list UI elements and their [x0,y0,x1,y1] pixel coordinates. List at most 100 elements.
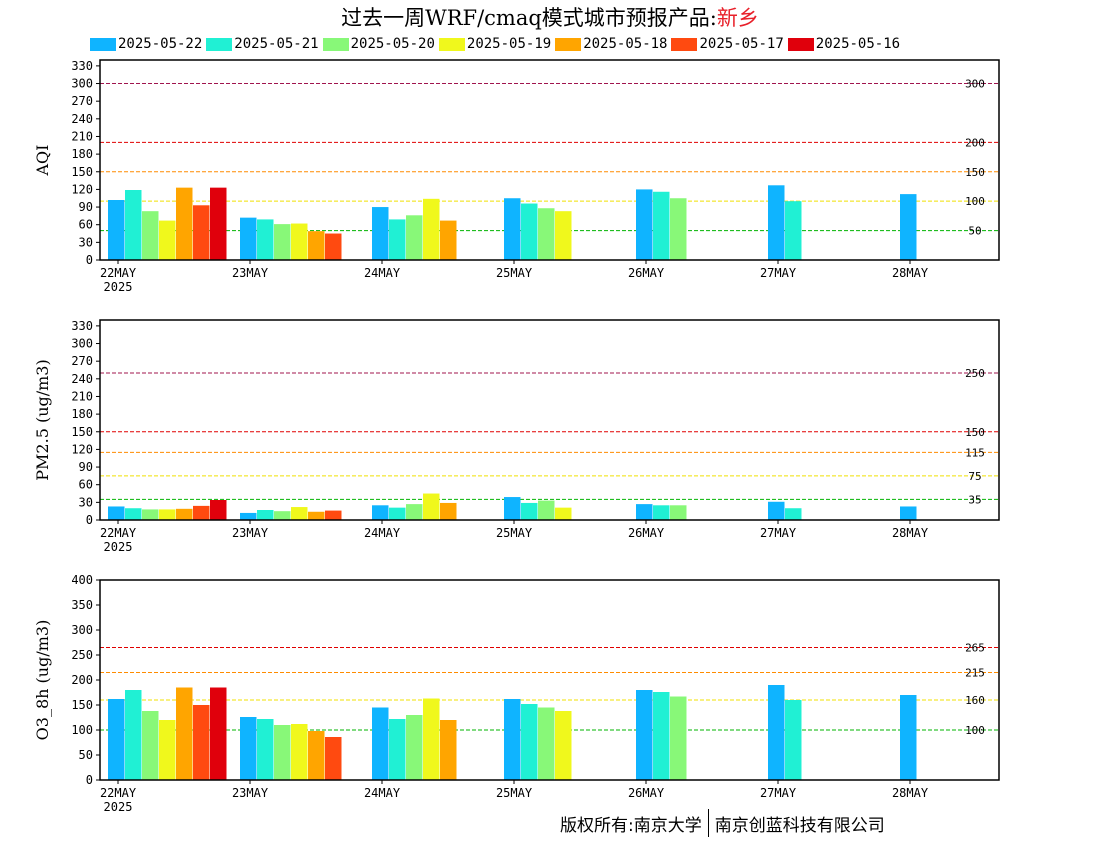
bar [555,711,572,780]
bar [210,500,227,520]
y-tick-label: 50 [79,748,93,762]
footer: 版权所有:南京大学 南京创蓝科技有限公司 [560,808,885,838]
chart-panel-1: 300 200 150 100 50 0 30 60 90 120 150 180 210 240 270 3… [33,59,1000,294]
footer-separator [707,809,709,837]
y-tick-label: 240 [71,372,93,386]
y-tick-label: 150 [71,698,93,712]
bar [538,208,555,260]
y-tick-label: 150 [71,425,93,439]
bar [406,715,423,780]
legend-item: 2025-05-19 [438,36,552,52]
bar [108,699,125,780]
bar [372,505,389,520]
x-tick-label: 28MAY [892,526,929,540]
legend-swatch [90,37,116,51]
x-tick-label: 25MAY [496,266,533,280]
title-city: 新乡 [716,6,759,30]
bar [670,198,687,260]
y-tick-label: 100 [71,723,93,737]
y-tick-label: 330 [71,319,93,333]
bar [768,501,785,520]
bar [274,725,291,780]
threshold-label: 100 [965,195,985,208]
bar [159,220,176,260]
bar [670,696,687,780]
y-tick-label: 120 [71,182,93,196]
legend-label: 2025-05-21 [234,36,319,52]
threshold-label: 265 [965,642,985,655]
chart-panel-3: 265 215 160 100 0 50 100 150 200 250 300 350 400 22MA… [33,573,1000,814]
bar [372,207,389,260]
x-tick-label: 26MAY [628,786,665,800]
legend-swatch [438,37,465,51]
y-tick-label: 250 [71,648,93,662]
bar [521,203,538,260]
threshold-label: 115 [965,446,985,459]
x-tick-label: 27MAY [760,786,797,800]
legend-item: 2025-05-18 [555,36,667,52]
y-axis-label: PM2.5 (ug/m3) [33,359,52,480]
bar [768,685,785,780]
y-axis-label: AQI [33,145,52,177]
y-tick-label: 30 [79,495,93,509]
bar [521,502,538,520]
y-tick-label: 0 [86,253,93,267]
bar [274,224,291,260]
bar [142,509,159,520]
legend-item: 2025-05-16 [787,36,900,52]
bar [504,198,521,260]
chart-title: 过去一周WRF/cmaq模式城市预报产品:新乡 [0,2,1100,32]
x-tick-label: 25MAY [496,786,533,800]
bar [325,737,342,780]
bar [538,500,555,520]
bar [125,690,142,780]
x-tick-label: 26MAY [628,266,665,280]
x-tick-label: 22MAY [100,266,137,280]
legend-swatch [322,37,349,51]
legend-item: 2025-05-22 [90,36,202,52]
y-tick-label: 180 [71,407,93,421]
title-main: 过去一周WRF/cmaq模式城市预报产品: [341,6,717,30]
bar [423,493,440,520]
bar [308,731,325,780]
bar [274,511,291,520]
bar [108,506,125,520]
y-tick-label: 90 [79,460,93,474]
bar [257,219,274,260]
bar [636,504,653,520]
y-tick-label: 180 [71,147,93,161]
threshold-label: 215 [965,667,985,680]
x-tick-label: 27MAY [760,266,797,280]
x-year-label: 2025 [104,800,133,814]
legend-label: 2025-05-19 [466,36,552,52]
threshold-label: 100 [965,724,985,737]
x-tick-label: 25MAY [496,526,533,540]
y-tick-label: 90 [79,200,93,214]
y-tick-label: 210 [71,389,93,403]
x-year-label: 2025 [104,280,133,294]
bar [440,502,457,520]
y-tick-label: 300 [71,77,93,91]
bar [504,699,521,780]
plot-frame [99,319,1000,521]
legend-label: 2025-05-17 [699,36,784,52]
bar [423,198,440,260]
bar [240,717,257,780]
threshold-label: 50 [968,225,981,238]
bar [176,687,193,780]
threshold-label: 75 [968,470,981,483]
legend-swatch [787,37,814,51]
bar [636,690,653,780]
legend: 2025-05-22 2025-05-21 2025-05-20 2025-05-19… [90,36,904,52]
bar [653,505,670,520]
threshold-label: 160 [965,694,985,707]
y-tick-label: 0 [86,773,93,787]
x-tick-label: 24MAY [364,266,401,280]
legend-item: 2025-05-17 [671,36,784,52]
y-tick-label: 270 [71,354,93,368]
bar [193,505,210,520]
y-tick-label: 400 [71,573,93,587]
bar [440,720,457,780]
y-tick-label: 300 [71,623,93,637]
